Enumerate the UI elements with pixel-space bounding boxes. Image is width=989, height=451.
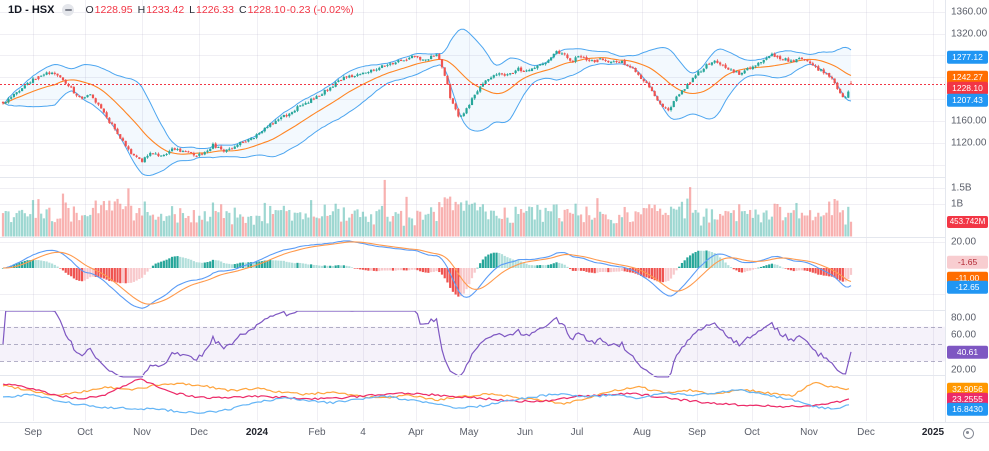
- price-axis[interactable]: 1360.001320.001200.001160.001120.001.5B1…: [945, 0, 989, 422]
- time-axis-month-label: Sep: [688, 427, 706, 438]
- price-tick-label: 1120.00: [951, 137, 987, 149]
- legend-collapse-icon[interactable]: [62, 4, 75, 16]
- axis-settings-gear-icon[interactable]: [963, 428, 974, 439]
- volume-tick-label: 1B: [951, 198, 964, 210]
- time-axis-month-label: May: [459, 427, 479, 438]
- macd-badge: -12.65: [947, 280, 988, 294]
- ohlc-open-label: O: [85, 4, 94, 16]
- time-axis-month-label: Jul: [570, 427, 584, 438]
- ohlc-high-value: 1233.42: [146, 4, 185, 16]
- dmi-badge: 16.8430: [947, 402, 988, 416]
- price-tick-label: 1360.00: [951, 6, 988, 18]
- price-badge: 1277.12: [947, 50, 988, 64]
- time-axis-month-label: Aug: [633, 427, 651, 438]
- time-axis-month-label: Dec: [190, 427, 208, 438]
- dmi-badge: 32.9056: [947, 382, 988, 396]
- ohlc-open-value: 1228.95: [94, 4, 133, 16]
- rsi-badge: 40.61: [947, 345, 988, 359]
- rsi-tick-label: 60.00: [951, 329, 977, 341]
- ohlc-close-label: C: [238, 4, 247, 16]
- ohlc-low-label: L: [189, 4, 196, 16]
- macd-badge: -1.65: [947, 255, 988, 269]
- volume-tick-label: 1.5B: [951, 182, 972, 194]
- price-tick-label: 1320.00: [951, 28, 988, 40]
- price-badge: 1228.10: [947, 81, 988, 95]
- chart-legend: 1D - HSX O 1228.95 H 1233.42 L 1226.33 C…: [8, 3, 354, 17]
- time-axis-month-label: Nov: [800, 427, 818, 438]
- volume-badge: 453.742M: [947, 216, 988, 228]
- ohlc-low-value: 1226.33: [196, 4, 234, 16]
- dmi-badge: 23.2555: [947, 392, 988, 406]
- macd-tick-label: 20.00: [951, 236, 977, 248]
- time-axis-month-label: Apr: [408, 427, 424, 438]
- ohlc-close-value: 1228.10: [247, 4, 286, 16]
- time-axis-year-label: 2024: [245, 427, 269, 438]
- time-axis-month-label: 4: [360, 427, 366, 438]
- time-axis-month-label: Nov: [133, 427, 151, 438]
- time-axis-month-label: Oct: [744, 427, 760, 438]
- price-badge: 1242.27: [947, 70, 988, 84]
- price-tick-label: 1160.00: [951, 115, 987, 127]
- ohlc-high-label: H: [137, 4, 146, 16]
- time-axis-year-label: 2025: [921, 427, 945, 438]
- time-axis-month-label: Oct: [77, 427, 93, 438]
- rsi-tick-label: 20.00: [951, 364, 977, 376]
- time-axis-month-label: Dec: [857, 427, 875, 438]
- time-axis-month-label: Feb: [308, 427, 326, 438]
- price-badge: 1207.43: [947, 93, 988, 107]
- rsi-tick-label: 80.00: [951, 312, 977, 324]
- ohlc-change-value: -0.23 (-0.02%): [286, 4, 354, 16]
- time-axis-month-label: Jun: [516, 427, 534, 438]
- time-axis-month-label: Sep: [24, 427, 42, 438]
- time-axis[interactable]: Sep Oct Nov Dec 2024 Feb 4 Apr May Jun Jul Aug Sep Oc…: [0, 422, 989, 451]
- symbol-interval-label[interactable]: 1D - HSX: [8, 4, 55, 16]
